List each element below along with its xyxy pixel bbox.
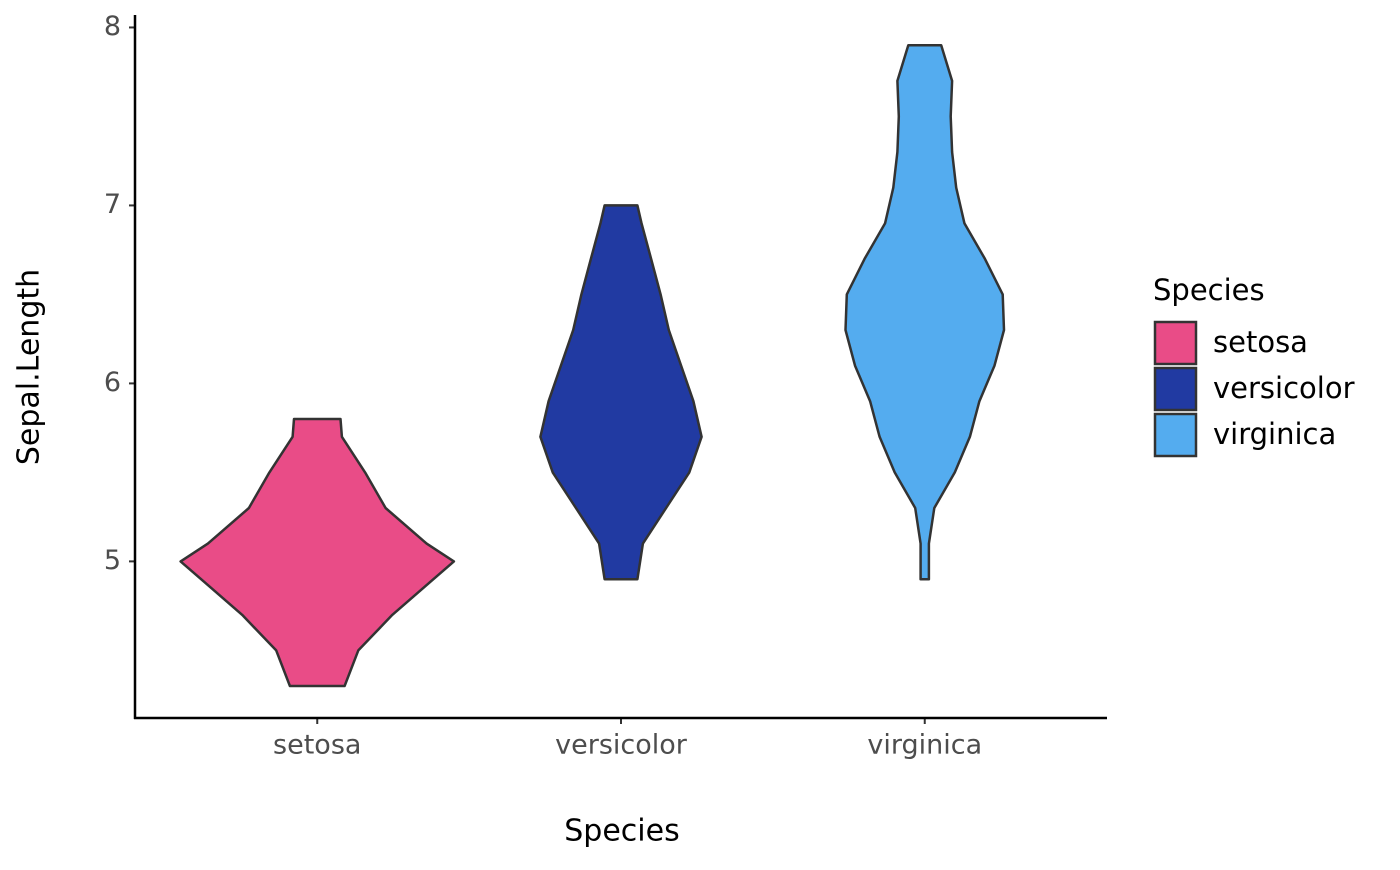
legend-swatch [1153,366,1198,412]
x-tick-label: setosa [273,730,361,761]
y-tick-label: 8 [104,11,121,42]
legend-swatch [1153,412,1198,458]
legend-label: setosa [1213,325,1308,359]
x-tick-label: virginica [867,730,982,761]
violin [179,417,456,688]
y-tick-label: 7 [104,189,121,220]
violin [844,44,1006,581]
x-axis-title: Species [564,814,679,849]
y-tick-label: 5 [104,545,121,576]
violin [539,204,703,581]
legend-swatch [1153,320,1198,366]
legend-label: virginica [1213,417,1336,451]
y-axis-title: Sepal.Length [12,269,47,465]
y-tick-label: 6 [104,367,121,398]
legend-title: Species [1153,273,1265,307]
x-tick-label: versicolor [555,730,688,761]
legend-label: versicolor [1213,371,1355,405]
